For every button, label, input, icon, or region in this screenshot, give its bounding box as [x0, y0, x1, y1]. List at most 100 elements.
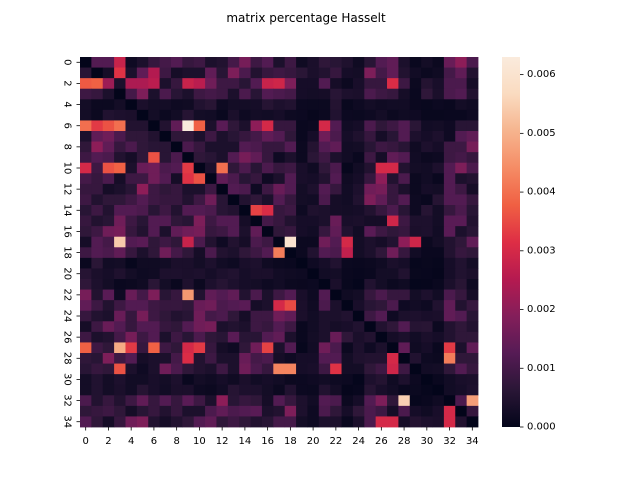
heatmap-cell: [193, 279, 206, 290]
heatmap-cell: [91, 342, 104, 354]
heatmap-cell: [421, 194, 433, 206]
heatmap-cell: [170, 88, 183, 100]
heatmap-cell: [91, 257, 104, 269]
heatmap-cell: [307, 353, 320, 364]
heatmap-cell: [114, 194, 126, 206]
heatmap-cell: [296, 257, 308, 269]
heatmap-cell: [216, 215, 229, 227]
heatmap-cell: [466, 331, 479, 343]
heatmap-cell: [239, 247, 251, 259]
heatmap-cell: [182, 310, 195, 322]
heatmap-cell: [466, 78, 479, 90]
heatmap-cell: [330, 342, 342, 354]
heatmap-cell: [250, 374, 263, 386]
heatmap-cell: [307, 321, 320, 333]
heatmap-cell: [364, 384, 377, 396]
heatmap-cell: [364, 374, 377, 386]
heatmap-cell: [318, 194, 331, 206]
heatmap-cell: [364, 342, 377, 354]
heatmap-cell: [341, 247, 354, 259]
heatmap-cell: [318, 236, 331, 248]
heatmap-cell: [148, 183, 160, 195]
heatmap-cell: [341, 173, 354, 185]
x-tick-label: 34: [466, 436, 479, 447]
heatmap-cell: [159, 109, 172, 121]
heatmap-cell: [80, 215, 92, 227]
heatmap-cell: [284, 384, 297, 396]
y-tick-label: 32: [62, 394, 73, 407]
y-tick-label: 14: [62, 204, 73, 217]
heatmap-cell: [136, 131, 149, 142]
heatmap-cell: [136, 268, 149, 280]
heatmap-cell: [182, 268, 195, 280]
heatmap-cell: [398, 363, 411, 375]
heatmap-cell: [227, 109, 240, 121]
heatmap-cell: [125, 363, 138, 375]
heatmap-cell: [409, 395, 422, 407]
heatmap-cell: [114, 353, 126, 364]
heatmap-cell: [250, 205, 263, 216]
heatmap-cell: [330, 173, 342, 185]
heatmap-cell: [102, 183, 115, 195]
x-tick-label: 18: [284, 436, 297, 447]
heatmap-cell: [341, 374, 354, 386]
heatmap-cell: [455, 321, 468, 333]
heatmap-cell: [443, 67, 456, 79]
heatmap-cell: [114, 88, 126, 100]
heatmap-cell: [296, 67, 308, 79]
heatmap-cell: [330, 99, 342, 111]
heatmap-cell: [205, 405, 217, 417]
heatmap-cell: [421, 88, 433, 100]
heatmap-cell: [205, 310, 217, 322]
heatmap-cell: [455, 194, 468, 206]
heatmap-cell: [227, 374, 240, 386]
colorbar-tick-label: 0.000: [527, 422, 556, 433]
heatmap-cell: [387, 57, 399, 68]
heatmap-cell: [284, 131, 297, 142]
heatmap-cell: [205, 152, 217, 164]
heatmap-cell: [170, 342, 183, 354]
heatmap-cell: [352, 384, 365, 396]
heatmap-cell: [432, 247, 445, 259]
heatmap-cell: [136, 257, 149, 269]
heatmap-cell: [182, 363, 195, 375]
heatmap-cell: [216, 321, 229, 333]
heatmap-cell: [455, 416, 468, 428]
heatmap-cell: [466, 268, 479, 280]
heatmap-cell: [136, 331, 149, 343]
heatmap-cell: [273, 152, 286, 164]
heatmap-cell: [387, 363, 399, 375]
heatmap-cell: [296, 268, 308, 280]
heatmap-cell: [307, 268, 320, 280]
heatmap-cell: [421, 268, 433, 280]
heatmap-cell: [91, 279, 104, 290]
heatmap-cell: [466, 215, 479, 227]
heatmap-cell: [284, 363, 297, 375]
heatmap-cell: [102, 353, 115, 364]
heatmap-cell: [250, 162, 263, 174]
heatmap-cell: [364, 405, 377, 417]
heatmap-cell: [284, 416, 297, 428]
heatmap-cell: [136, 194, 149, 206]
heatmap-cell: [91, 88, 104, 100]
heatmap-cell: [375, 289, 388, 301]
x-tick-label: 10: [193, 436, 206, 447]
heatmap-cell: [466, 363, 479, 375]
heatmap-cell: [352, 67, 365, 79]
heatmap-cell: [239, 374, 251, 386]
heatmap-cell: [239, 331, 251, 343]
heatmap-cell: [227, 384, 240, 396]
heatmap-cell: [227, 405, 240, 417]
heatmap-cell: [375, 268, 388, 280]
heatmap-cell: [443, 120, 456, 132]
heatmap-cell: [318, 363, 331, 375]
heatmap-cell: [307, 183, 320, 195]
heatmap-cell: [239, 152, 251, 164]
x-tick-label: 12: [216, 436, 229, 447]
heatmap-cell: [273, 353, 286, 364]
heatmap-cell: [330, 416, 342, 428]
colorbar-tick-label: 0.001: [527, 363, 556, 374]
heatmap-cell: [455, 120, 468, 132]
heatmap-cell: [466, 300, 479, 312]
heatmap-cell: [205, 183, 217, 195]
